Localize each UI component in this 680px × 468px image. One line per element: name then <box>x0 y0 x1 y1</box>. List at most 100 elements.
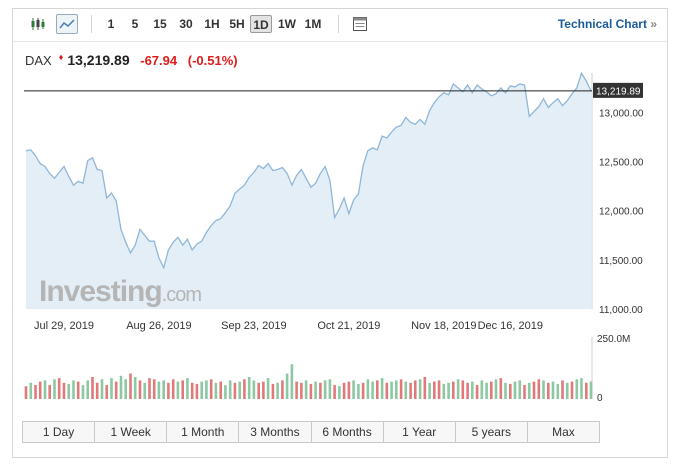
table-icon[interactable] <box>349 14 371 34</box>
x-tick-label: Sep 23, 2019 <box>221 320 286 332</box>
volume-bar <box>347 381 351 399</box>
volume-bar <box>442 383 446 399</box>
x-tick-label: Nov 18, 2019 <box>411 320 476 332</box>
interval-button-5h[interactable]: 5H <box>229 17 245 31</box>
interval-button-1d[interactable]: 1D <box>250 15 272 33</box>
volume-bar <box>509 383 512 399</box>
volume-bar <box>418 379 422 399</box>
volume-bar <box>119 375 123 399</box>
volume-bar <box>518 380 522 399</box>
volume-bar <box>162 380 165 399</box>
price-change: -67.94 <box>140 53 178 68</box>
volume-bar <box>148 378 151 399</box>
volume-bar <box>190 382 194 399</box>
volume-bar <box>494 379 498 399</box>
volume-bar <box>537 379 541 399</box>
volume-bar <box>176 381 180 399</box>
volume-bar <box>471 381 474 399</box>
volume-bar <box>385 382 389 399</box>
interval-button-5[interactable]: 5 <box>131 17 139 31</box>
watermark-brand: Investing <box>39 275 162 308</box>
interval-button-1h[interactable]: 1H <box>204 17 220 31</box>
volume-bar <box>499 378 503 399</box>
technical-chart-link[interactable]: Technical Chart » <box>558 17 657 31</box>
volume-bar <box>38 381 42 399</box>
volume-bar <box>338 386 341 399</box>
volume-bar <box>86 380 89 399</box>
volume-bar <box>81 385 85 399</box>
current-price-tag <box>593 82 643 98</box>
volume-bar <box>53 379 56 399</box>
volume-bar <box>195 383 199 399</box>
volume-bar <box>72 380 75 399</box>
interval-button-1[interactable]: 1 <box>107 17 115 31</box>
candlestick-icon[interactable] <box>27 14 49 34</box>
volume-bar <box>371 381 374 399</box>
range-button-5-years[interactable]: 5 years <box>456 422 528 442</box>
last-price: 13,219.89 <box>67 52 130 68</box>
volume-bar <box>437 380 441 399</box>
volume-bar <box>395 380 398 399</box>
watermark-suffix: .com <box>162 284 202 306</box>
toolbar-separator <box>338 15 339 33</box>
volume-bar <box>480 380 484 399</box>
volume-bar <box>504 382 507 399</box>
volume-bar <box>209 379 213 399</box>
volume-bar <box>100 379 104 399</box>
volume-bar <box>219 381 222 399</box>
technical-chart-label: Technical Chart <box>557 17 647 31</box>
volume-bar <box>200 381 203 399</box>
price-line <box>25 71 592 270</box>
volume-bar <box>143 382 146 399</box>
range-button-1-day[interactable]: 1 Day <box>23 422 96 442</box>
interval-button-30[interactable]: 30 <box>179 17 193 31</box>
range-button-6-months[interactable]: 6 Months <box>312 422 384 442</box>
y-tick-label: 13,000.00 <box>599 108 644 119</box>
volume-bar <box>152 379 156 399</box>
volume-bar <box>281 380 284 399</box>
range-button-1-month[interactable]: 1 Month <box>167 422 240 442</box>
price-area <box>26 73 591 309</box>
line-chart-icon[interactable] <box>56 14 78 34</box>
volume-bar <box>233 382 237 399</box>
range-button-1-year[interactable]: 1 Year <box>384 422 456 442</box>
volume-bar <box>428 382 431 399</box>
volume-bar <box>167 382 170 399</box>
range-button-3-months[interactable]: 3 Months <box>239 422 312 442</box>
volume-bar <box>523 385 526 399</box>
volume-bar <box>29 382 33 399</box>
y-tick-label: 12,500.00 <box>599 158 644 169</box>
volume-bar <box>157 381 161 399</box>
interval-button-15[interactable]: 15 <box>153 17 167 31</box>
volume-bar <box>290 364 294 399</box>
volume-bar <box>266 378 270 399</box>
volume-bar <box>276 382 279 399</box>
toolbar-separator <box>91 15 92 33</box>
volume-bar <box>262 381 265 399</box>
range-button-max[interactable]: Max <box>552 425 575 439</box>
volume-bar <box>575 379 579 399</box>
volume-bar <box>323 380 327 399</box>
volume-bar <box>357 383 360 399</box>
x-tick-label: Dec 16, 2019 <box>478 320 543 332</box>
price-chart[interactable]: 11,000.00 11,500.00 12,000.00 12,500.00 13,0… <box>13 9 667 419</box>
range-button-1-week[interactable]: 1 Week <box>95 422 168 442</box>
volume-bar <box>91 377 94 399</box>
volume-bar <box>129 373 132 399</box>
volume-bar <box>352 380 355 399</box>
volume-bar <box>181 380 184 399</box>
volume-bar <box>414 380 417 399</box>
volume-bar <box>252 380 256 399</box>
volume-bar <box>423 377 427 399</box>
volume-bar <box>551 381 555 399</box>
volume-bar <box>67 383 70 399</box>
interval-button-1w[interactable]: 1W <box>278 17 296 31</box>
volume-bar <box>247 377 251 399</box>
volume-tick-label: 250.0M <box>597 334 630 345</box>
chart-toolbar: 1 5 15 30 1H 5H 1D 1W 1M Technical Chart » <box>13 9 667 39</box>
volume-bar <box>171 379 175 399</box>
quote-line: DAX ♦ 13,219.89 -67.94 (-0.51%) <box>25 52 245 70</box>
volume-bar <box>224 385 227 399</box>
interval-button-1m[interactable]: 1M <box>304 17 322 31</box>
volume-bar <box>542 380 545 399</box>
